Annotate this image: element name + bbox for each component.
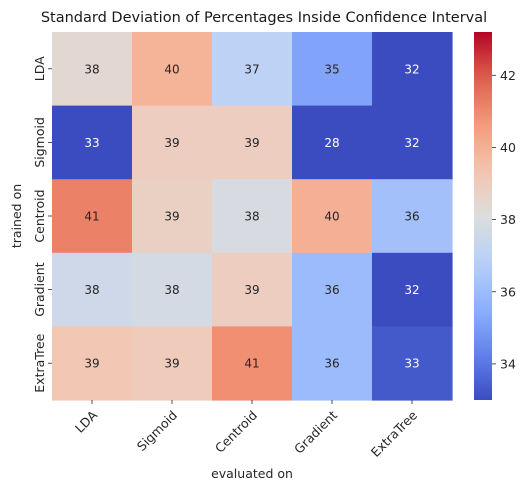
heatmap-cell	[132, 252, 213, 327]
heatmap-cell	[132, 105, 213, 180]
cell-value-label: 33	[84, 136, 99, 150]
heatmap-cell	[212, 179, 293, 254]
cell-value-label: 37	[244, 62, 259, 76]
cell-value-label: 38	[84, 283, 99, 297]
heatmap-cell	[372, 105, 453, 180]
x-tick-label: Gradient	[291, 407, 340, 456]
heatmap-cell	[52, 32, 133, 107]
cell-value-label: 32	[404, 283, 419, 297]
heatmap-cell	[132, 179, 213, 254]
cell-value-label: 39	[244, 283, 259, 297]
heatmap-cell	[292, 326, 373, 401]
heatmap-cell	[212, 326, 293, 401]
x-tick-label: Sigmoid	[134, 408, 180, 454]
heatmap-cell	[132, 32, 213, 107]
colorbar-tick-label: 36	[500, 284, 516, 299]
y-tick-label: Sigmoid	[32, 117, 47, 168]
cell-value-label: 39	[164, 210, 179, 224]
x-axis-ticks: LDA Sigmoid Centroid Gradient ExtraTree	[72, 400, 420, 460]
heatmap-cell	[292, 32, 373, 107]
y-tick-label: Gradient	[32, 262, 47, 317]
cell-value-label: 36	[324, 283, 339, 297]
heatmap-cell	[292, 105, 373, 180]
x-tick-label: LDA	[72, 407, 101, 436]
cell-value-label: 36	[404, 210, 419, 224]
colorbar-ticks: 34 36 38 40 42	[492, 68, 516, 371]
heatmap-cell	[372, 326, 453, 401]
cell-value-label: 32	[404, 62, 419, 76]
chart-title: Standard Deviation of Percentages Inside…	[41, 10, 487, 26]
cell-value-label: 40	[164, 62, 179, 76]
colorbar-tick-label: 42	[500, 68, 516, 83]
heatmap-cell	[212, 32, 293, 107]
cell-value-label: 32	[404, 136, 419, 150]
colorbar	[474, 32, 492, 400]
cell-value-label: 41	[84, 210, 99, 224]
heatmap-cell	[52, 105, 133, 180]
heatmap-cell	[212, 252, 293, 327]
cell-value-label: 28	[324, 136, 339, 150]
cell-value-label: 36	[324, 357, 339, 371]
heatmap-cell-labels: 38 40 37 35 32 33 39 39 28 32 41 39 38 40 36 38 38 39 36 32…	[84, 62, 419, 370]
colorbar-tick-label: 38	[500, 212, 516, 227]
y-axis-ticks: LDA Sigmoid Centroid Gradient ExtraTree	[32, 56, 52, 393]
y-tick-label: LDA	[32, 56, 47, 81]
cell-value-label: 41	[244, 357, 259, 371]
y-tick-label: Centroid	[32, 189, 47, 242]
x-axis-label: evaluated on	[211, 466, 293, 481]
heatmap-cell	[292, 252, 373, 327]
cell-value-label: 38	[244, 210, 259, 224]
cell-value-label: 39	[164, 136, 179, 150]
cell-value-label: 40	[324, 210, 339, 224]
cell-value-label: 33	[404, 357, 419, 371]
y-axis-label: trained on	[9, 184, 24, 248]
heatmap-cell	[372, 252, 453, 327]
cell-value-label: 39	[84, 357, 99, 371]
heatmap-cell	[212, 105, 293, 180]
heatmap-cell	[52, 179, 133, 254]
cell-value-label: 38	[164, 283, 179, 297]
cell-value-label: 39	[164, 357, 179, 371]
colorbar-tick-label: 40	[500, 140, 516, 155]
heatmap-cell	[52, 252, 133, 327]
y-tick-label: ExtraTree	[32, 333, 47, 392]
heatmap-cell	[52, 326, 133, 401]
heatmap-cell	[292, 179, 373, 254]
heatmap-cells	[52, 32, 453, 401]
cell-value-label: 35	[324, 62, 339, 76]
x-tick-label: ExtraTree	[368, 407, 421, 460]
x-tick-label: Centroid	[212, 408, 260, 456]
cell-value-label: 38	[84, 62, 99, 76]
colorbar-tick-label: 34	[500, 356, 516, 371]
heatmap-cell	[132, 326, 213, 401]
cell-value-label: 39	[244, 136, 259, 150]
heatmap-cell	[372, 179, 453, 254]
heatmap-cell	[372, 32, 453, 107]
